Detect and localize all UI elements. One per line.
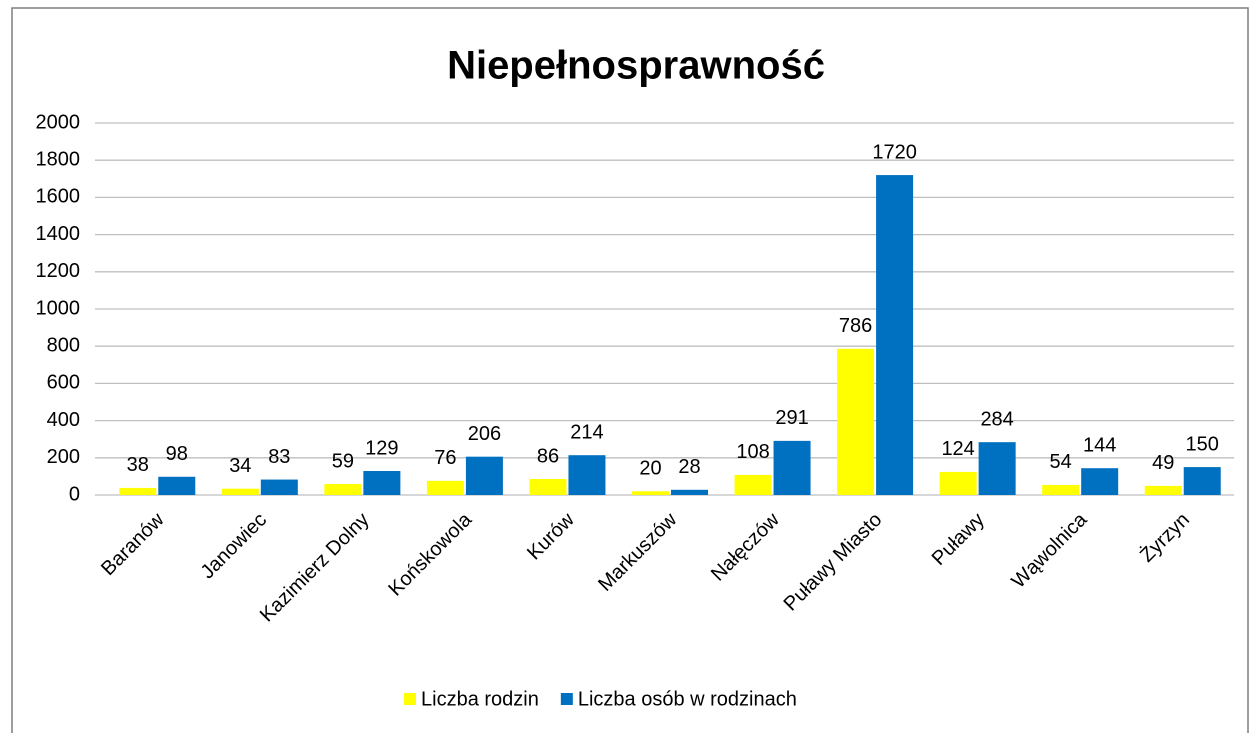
data-label: 54 xyxy=(1050,451,1072,473)
data-label: 59 xyxy=(332,450,354,472)
y-tick-label: 1400 xyxy=(36,223,81,245)
data-label: 284 xyxy=(980,408,1013,430)
bar xyxy=(363,471,401,495)
bar xyxy=(324,484,362,495)
legend-swatch xyxy=(404,693,416,705)
bar xyxy=(1081,468,1119,495)
bar xyxy=(1144,485,1182,495)
bar xyxy=(876,175,914,495)
data-label: 1720 xyxy=(872,141,917,163)
data-label: 206 xyxy=(468,423,501,445)
data-label: 150 xyxy=(1186,433,1219,455)
y-tick-label: 2000 xyxy=(36,111,81,133)
legend-label: Liczba rodzin xyxy=(421,688,539,710)
bar xyxy=(837,348,875,495)
y-tick-label: 1800 xyxy=(36,148,81,170)
bar xyxy=(632,491,669,495)
bar xyxy=(978,442,1016,495)
bar xyxy=(158,476,196,495)
legend-swatch xyxy=(560,693,573,705)
data-label: 124 xyxy=(941,438,974,460)
bar xyxy=(465,456,503,495)
data-label: 86 xyxy=(537,445,559,467)
data-label: 83 xyxy=(268,446,290,468)
data-label: 144 xyxy=(1083,434,1116,456)
data-label: 291 xyxy=(775,407,808,429)
data-label: 786 xyxy=(839,315,872,337)
bar xyxy=(119,487,157,495)
bar xyxy=(939,471,977,495)
data-label: 38 xyxy=(127,454,149,476)
data-label: 49 xyxy=(1152,452,1174,474)
y-tick-label: 1000 xyxy=(36,297,81,319)
y-tick-label: 1600 xyxy=(36,186,81,208)
bar xyxy=(568,455,606,495)
bar xyxy=(529,479,567,495)
data-label: 129 xyxy=(365,437,398,459)
data-label: 108 xyxy=(736,441,769,463)
bar xyxy=(734,474,772,495)
y-tick-label: 0 xyxy=(69,483,80,505)
bar xyxy=(1183,467,1221,495)
y-tick-label: 800 xyxy=(47,334,80,356)
chart-title: Niepełnosprawność xyxy=(447,44,825,88)
y-tick-label: 200 xyxy=(47,446,80,468)
legend-label: Liczba osób w rodzinach xyxy=(578,688,797,710)
bar xyxy=(1042,484,1080,495)
data-label: 34 xyxy=(229,455,251,477)
bar xyxy=(773,440,811,495)
bar xyxy=(221,488,259,495)
bar xyxy=(671,489,708,495)
data-label: 214 xyxy=(570,421,603,443)
y-tick-label: 400 xyxy=(47,409,80,431)
data-label: 98 xyxy=(166,443,188,465)
y-tick-label: 600 xyxy=(47,372,80,394)
data-label: 28 xyxy=(678,456,700,478)
y-tick-label: 1200 xyxy=(36,260,81,282)
data-label: 76 xyxy=(434,447,456,469)
bar xyxy=(426,480,464,495)
data-label: 20 xyxy=(639,458,661,480)
bar xyxy=(260,479,298,495)
chart-frame xyxy=(11,7,1249,738)
